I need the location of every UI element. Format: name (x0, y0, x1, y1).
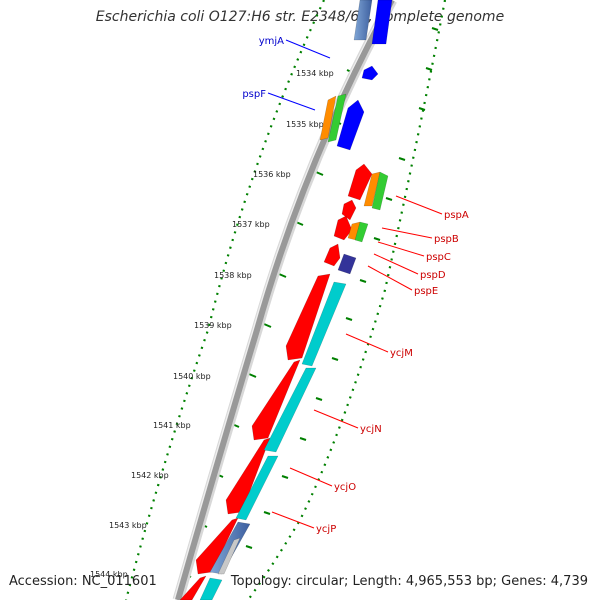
outer-tick-mark (373, 237, 381, 241)
feature-purple-pspE (337, 253, 357, 275)
feature-green-pspC (354, 221, 369, 243)
scale-tick-label: 1535 kbp (286, 120, 324, 129)
feature-orange-pspA (363, 171, 381, 207)
outer-tick-mark (385, 197, 393, 201)
gene-arrow-ycjN (251, 359, 301, 441)
gene-callout-line (381, 227, 433, 239)
outer-tick-mark (418, 107, 426, 111)
feature-green-pspF (327, 93, 347, 143)
gene-callout-line (345, 333, 389, 353)
gene-callout-line (271, 511, 315, 529)
feature-top-blue (371, 0, 393, 45)
scale-tick-label: 1537 kbp (232, 220, 270, 229)
outer-tick-mark (263, 511, 271, 515)
gene-label-ycjO: ycjO (334, 482, 356, 493)
outer-tick-mark (315, 397, 323, 401)
scale-tick-label: 1542 kbp (131, 471, 169, 480)
feature-cyan-2 (263, 367, 317, 453)
outer-tick-mark (299, 437, 307, 441)
gene-arrow-ycjM (285, 273, 331, 361)
gene-callout-line (395, 195, 443, 215)
scale-tick-label: 1543 kbp (109, 521, 147, 530)
gene-callout-line (289, 467, 333, 487)
gene-arrow-pspD (323, 243, 341, 267)
gene-arrow-pspF (336, 99, 365, 151)
gene-label-ycjN: ycjN (360, 424, 382, 435)
feature-orange-pspF (319, 95, 337, 141)
gene-arrow-pspA (347, 163, 373, 201)
gene-arrow-pspB (341, 199, 357, 221)
feature-green-pspA (371, 171, 389, 211)
scale-tick-label: 1541 kbp (153, 421, 191, 430)
outer-tick-mark (345, 317, 353, 321)
outer-tick-track (247, 0, 447, 600)
gene-callout-line (373, 253, 419, 275)
gene-arrow-ycjP (195, 517, 239, 575)
gene-arrow-pspC (333, 215, 353, 241)
feature-top-gradient (353, 0, 373, 41)
gene-label-ycjM: ycjM (390, 348, 413, 359)
gene-label-ycjP: ycjP (316, 524, 336, 535)
feature-cyan-3 (235, 455, 279, 521)
gene-arrow-ycjO (225, 437, 271, 515)
map-title: Escherichia coli O127:H6 str. E2348/69, … (95, 9, 505, 25)
scale-tick-mark (278, 273, 287, 278)
gene-callout-line (367, 265, 413, 291)
gene-arrow-bottom (179, 575, 207, 600)
backbone-shadow (172, 0, 397, 600)
outer-tick-mark (331, 357, 339, 361)
outer-tick-mark (359, 279, 367, 283)
scale-tick-label: 1538 kbp (214, 271, 252, 280)
gene-label-ymjA: ymjA (259, 36, 284, 47)
gene-callout-line (267, 92, 316, 111)
genome-summary: Topology: circular; Length: 4,965,553 bp… (230, 574, 588, 589)
gene-callout-line (285, 39, 331, 59)
gene-label-pspE: pspE (414, 286, 438, 297)
gene-label-pspD: pspD (420, 270, 446, 281)
gene-arrow-ymjA (361, 65, 379, 81)
outer-tick-mark (245, 545, 253, 549)
scale-tick-label: 1544 kbp (90, 570, 128, 579)
scale-tick-label: 1539 kbp (194, 321, 232, 330)
feature-cyan-bottom (199, 577, 223, 600)
feature-faded (217, 537, 241, 575)
gene-callout-line (377, 241, 425, 257)
outer-tick-mark (425, 67, 433, 71)
outer-tick-mark (431, 27, 439, 31)
scale-tick-mark (315, 171, 324, 176)
gene-callout-line (313, 409, 359, 429)
gene-label-pspC: pspC (426, 252, 451, 263)
feature-cyan-1 (301, 281, 347, 367)
gene-label-pspB: pspB (434, 234, 459, 245)
outer-tick-mark (281, 475, 289, 479)
inner-tick-track (124, 0, 325, 600)
accession-label: Accession: NC_011601 (9, 574, 157, 589)
scale-tick-label: 1540 kbp (173, 372, 211, 381)
outer-tick-mark (398, 157, 406, 161)
scale-tick-mark (263, 323, 272, 328)
backbone-line (175, 0, 395, 600)
scale-tick-label: 1536 kbp (253, 170, 291, 179)
gene-label-pspF: pspF (242, 89, 266, 100)
scale-tick-mark (248, 373, 257, 378)
gene-label-pspA: pspA (444, 210, 469, 221)
scale-tick-label: 1534 kbp (296, 69, 334, 78)
